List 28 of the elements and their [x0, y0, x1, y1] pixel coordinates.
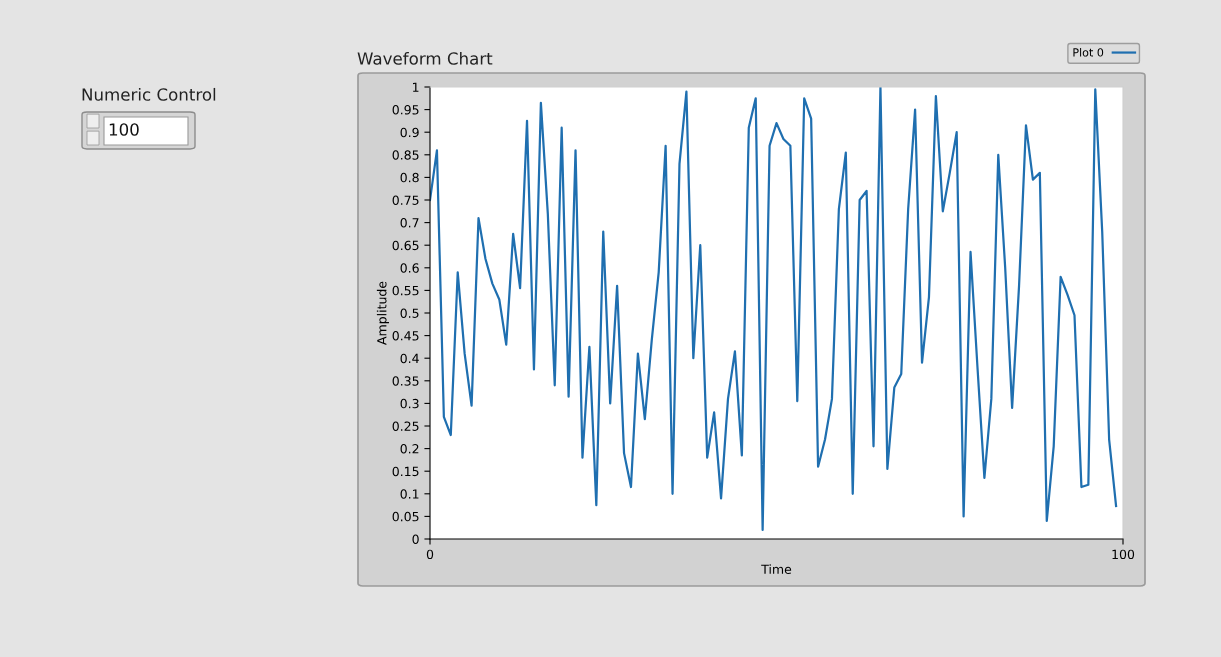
- y-tick-label: 0.2: [400, 444, 419, 454]
- y-tick-label: 0.8: [400, 172, 419, 183]
- y-tick-label: 0.85: [392, 150, 419, 160]
- y-tick-label: 0.75: [392, 195, 419, 205]
- y-tick-label: 0.4: [400, 353, 419, 364]
- y-tick-label: 0.95: [392, 105, 419, 115]
- chart-title: Waveform Chart: [357, 51, 493, 65]
- y-tick-label: 0.7: [400, 218, 419, 228]
- y-tick-label: 0.35: [392, 376, 419, 386]
- y-tick-label: 1: [413, 82, 419, 92]
- text: Numeric Control: [82, 87, 216, 101]
- y-tick-label: 0.1: [400, 489, 419, 499]
- y-tick-label: 0.65: [392, 240, 419, 251]
- line-series: [430, 87, 1118, 532]
- text: 100: [109, 123, 139, 136]
- legend-label: Plot 0: [1073, 48, 1104, 57]
- y-tick-label: 0.9: [400, 127, 419, 138]
- y-tick-label: 0.3: [400, 398, 419, 409]
- y-axis-title: Amplitude: [376, 281, 389, 345]
- y-tick-label: 0: [412, 534, 419, 544]
- y-tick-label: 0.15: [392, 466, 419, 477]
- y-tick-label: 0.6: [400, 263, 419, 273]
- y-tick-label: 0.55: [392, 285, 419, 296]
- x-axis-title: Time: [761, 564, 792, 574]
- y-tick-label: 0.45: [392, 331, 419, 341]
- y-tick-label: 0.5: [400, 308, 419, 318]
- y-tick-label: 0.05: [392, 511, 419, 522]
- y-tick-label: 0.25: [392, 421, 419, 431]
